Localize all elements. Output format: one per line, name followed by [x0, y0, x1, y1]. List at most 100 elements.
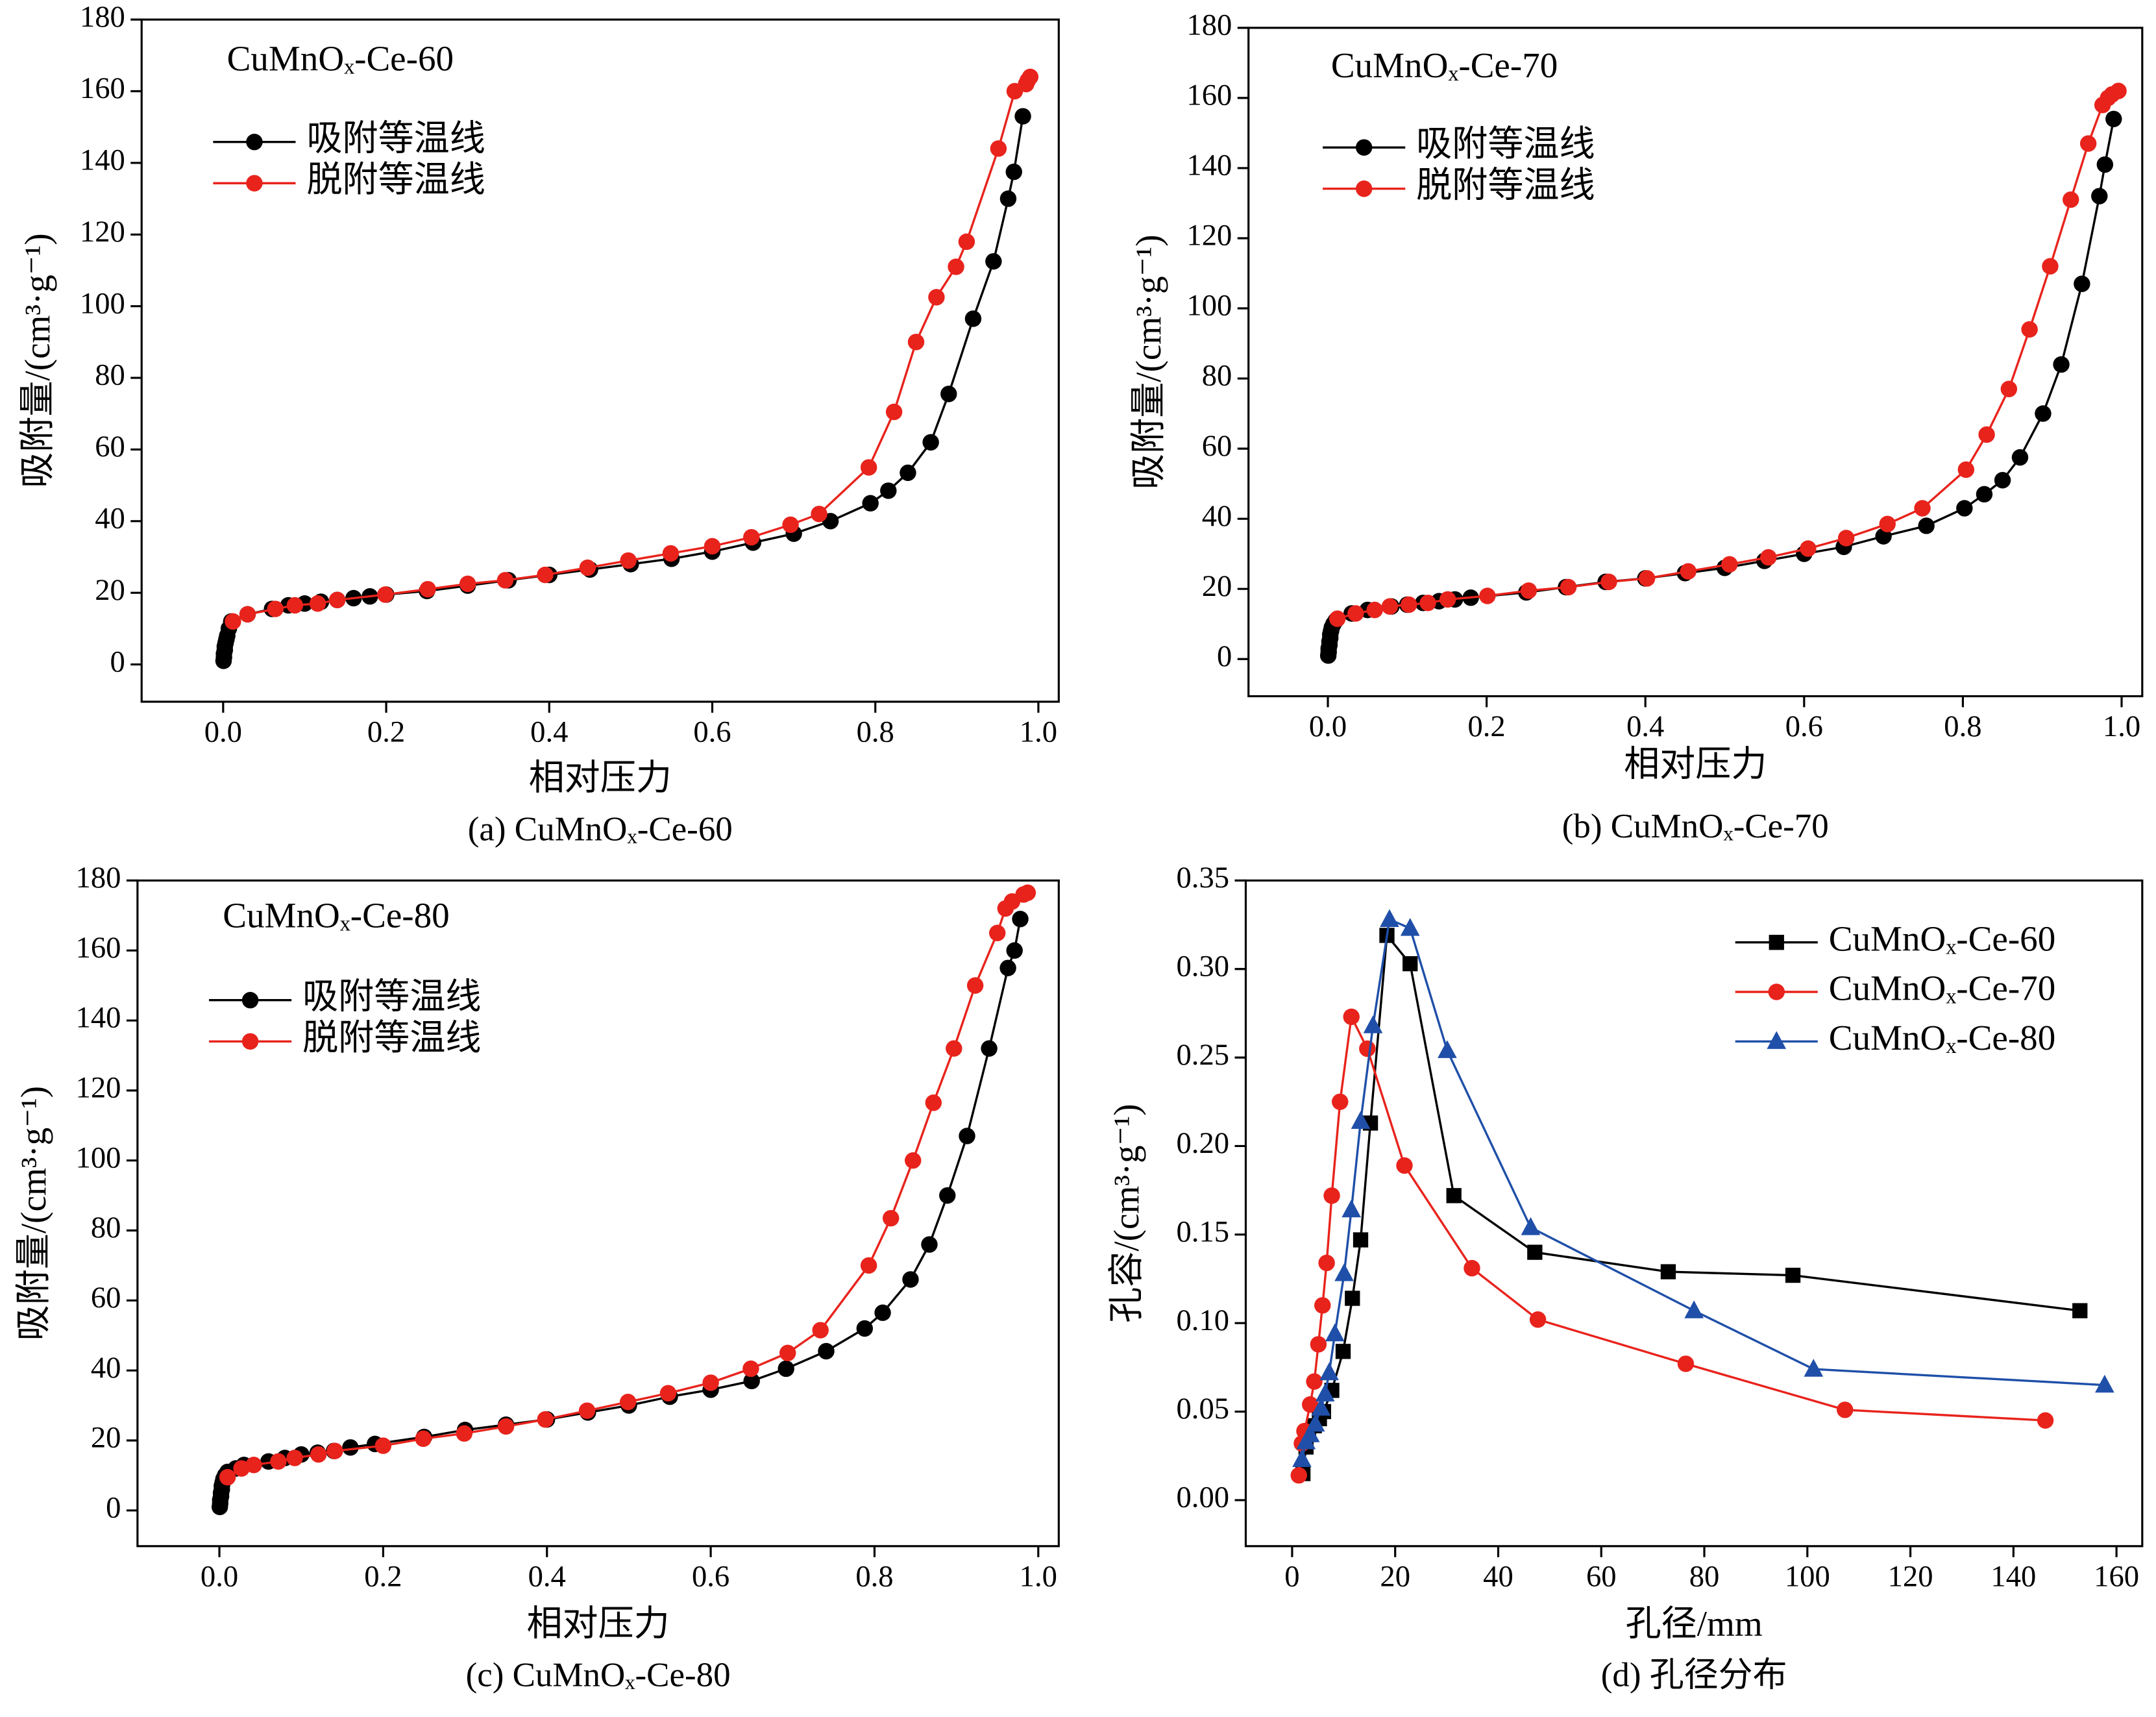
marker — [1292, 1449, 1312, 1467]
y-tick-label: 180 — [1186, 8, 1232, 42]
marker — [1721, 556, 1738, 573]
x-tick-label: 0.2 — [1467, 710, 1505, 743]
marker — [1310, 1336, 1327, 1353]
x-tick-label: 0.8 — [1944, 710, 1981, 743]
legend-label: CuMnOₓ-Ce-70 — [1829, 969, 2055, 1008]
y-tick-label: 100 — [80, 286, 125, 320]
marker — [1677, 1355, 1695, 1372]
y-tick-label: 0.25 — [1177, 1038, 1230, 1072]
y-tick-label: 180 — [80, 0, 125, 34]
marker — [1957, 461, 1975, 478]
marker — [2105, 110, 2122, 128]
marker — [1401, 596, 1417, 613]
marker — [2079, 135, 2097, 152]
marker — [2037, 1412, 2054, 1429]
y-tick-label: 0.20 — [1177, 1126, 1230, 1160]
marker — [1363, 1015, 1383, 1033]
marker — [1006, 942, 1023, 959]
marker — [1837, 1402, 1854, 1418]
y-tick-label: 60 — [1202, 429, 1232, 463]
y-tick-label: 0.00 — [1177, 1481, 1230, 1514]
y-tick-label: 120 — [80, 215, 125, 249]
marker — [990, 140, 1007, 157]
x-tick-label: 0.8 — [857, 715, 894, 749]
x-tick-label: 1.0 — [1020, 715, 1057, 749]
marker — [1012, 910, 1029, 928]
x-tick-label: 0.4 — [1626, 710, 1664, 743]
y-axis-label: 吸附量/(cm³·g⁻¹) — [1129, 234, 1168, 489]
marker — [1479, 587, 1496, 604]
marker — [1769, 935, 1784, 950]
marker — [1329, 610, 1346, 627]
x-tick-label: 100 — [1785, 1559, 1830, 1593]
marker — [1351, 1111, 1371, 1129]
marker — [1680, 563, 1697, 580]
plot-frame — [1244, 879, 2144, 1548]
plot-frame — [1247, 27, 2144, 698]
legend-label: 吸附等温线 — [1416, 124, 1595, 164]
marker — [233, 1460, 250, 1477]
marker — [1638, 570, 1656, 587]
marker — [704, 537, 721, 555]
marker — [778, 1360, 794, 1377]
marker — [1400, 918, 1420, 936]
x-axis-label: 孔径/mm — [1626, 1603, 1763, 1643]
x-axis-label: 相对压力 — [526, 1603, 669, 1643]
x-tick-label: 0.0 — [1309, 710, 1347, 743]
y-tick-label: 0 — [106, 1491, 121, 1525]
marker — [2063, 191, 2079, 208]
marker — [1837, 530, 1855, 547]
marker — [496, 572, 514, 589]
marker — [1311, 1398, 1331, 1416]
y-tick-label: 160 — [80, 71, 125, 105]
marker — [659, 1385, 677, 1402]
marker — [902, 1271, 919, 1288]
y-axis-label: 孔容/(cm³·g⁻¹) — [1107, 1104, 1146, 1322]
marker — [742, 1360, 759, 1377]
panel: 0 20 40 60 80 100 120 140 160 0.00 0.05 0.10 0.15 0.2… — [1107, 861, 2144, 1694]
marker — [1335, 1344, 1351, 1359]
marker — [1005, 163, 1022, 180]
x-tick-label: 0.8 — [855, 1559, 893, 1593]
marker — [1325, 1323, 1345, 1342]
panel-label: CuMnOₓ-Ce-80 — [223, 895, 449, 935]
marker — [239, 606, 256, 623]
x-tick-label: 40 — [1483, 1559, 1513, 1593]
marker — [1318, 1254, 1335, 1272]
x-tick-label: 0 — [1284, 1559, 1299, 1593]
legend-label: 脱附等温线 — [302, 1018, 481, 1057]
marker — [1994, 472, 2011, 489]
marker — [578, 1402, 596, 1419]
marker — [219, 1468, 236, 1486]
marker — [2042, 258, 2059, 275]
marker — [2011, 449, 2029, 466]
caption: (d) 孔径分布 — [1601, 1656, 1787, 1694]
marker — [241, 992, 259, 1009]
y-tick-label: 20 — [95, 573, 125, 607]
marker — [342, 1439, 359, 1456]
marker — [1768, 983, 1785, 1000]
marker — [702, 1374, 719, 1391]
marker — [999, 190, 1017, 207]
marker — [882, 1209, 900, 1227]
caption: (b) CuMnOₓ-Ce-70 — [1562, 808, 1829, 845]
y-tick-label: 160 — [76, 931, 121, 965]
marker — [1804, 1359, 1824, 1377]
y-tick-label: 20 — [1202, 569, 1232, 603]
marker — [997, 900, 1014, 917]
marker — [1334, 1263, 1354, 1281]
marker — [1560, 578, 1577, 596]
x-tick-label: 0.4 — [530, 715, 568, 749]
marker — [1464, 1259, 1480, 1277]
marker — [922, 434, 939, 451]
y-tick-label: 140 — [80, 143, 125, 177]
marker — [2074, 275, 2090, 292]
marker — [537, 566, 554, 584]
y-axis-label: 吸附量/(cm³·g⁻¹) — [14, 1086, 53, 1341]
marker — [1879, 515, 1896, 532]
marker — [246, 175, 263, 191]
marker — [1355, 139, 1373, 156]
marker — [985, 253, 1002, 270]
marker — [862, 495, 879, 512]
marker — [2091, 188, 2108, 204]
